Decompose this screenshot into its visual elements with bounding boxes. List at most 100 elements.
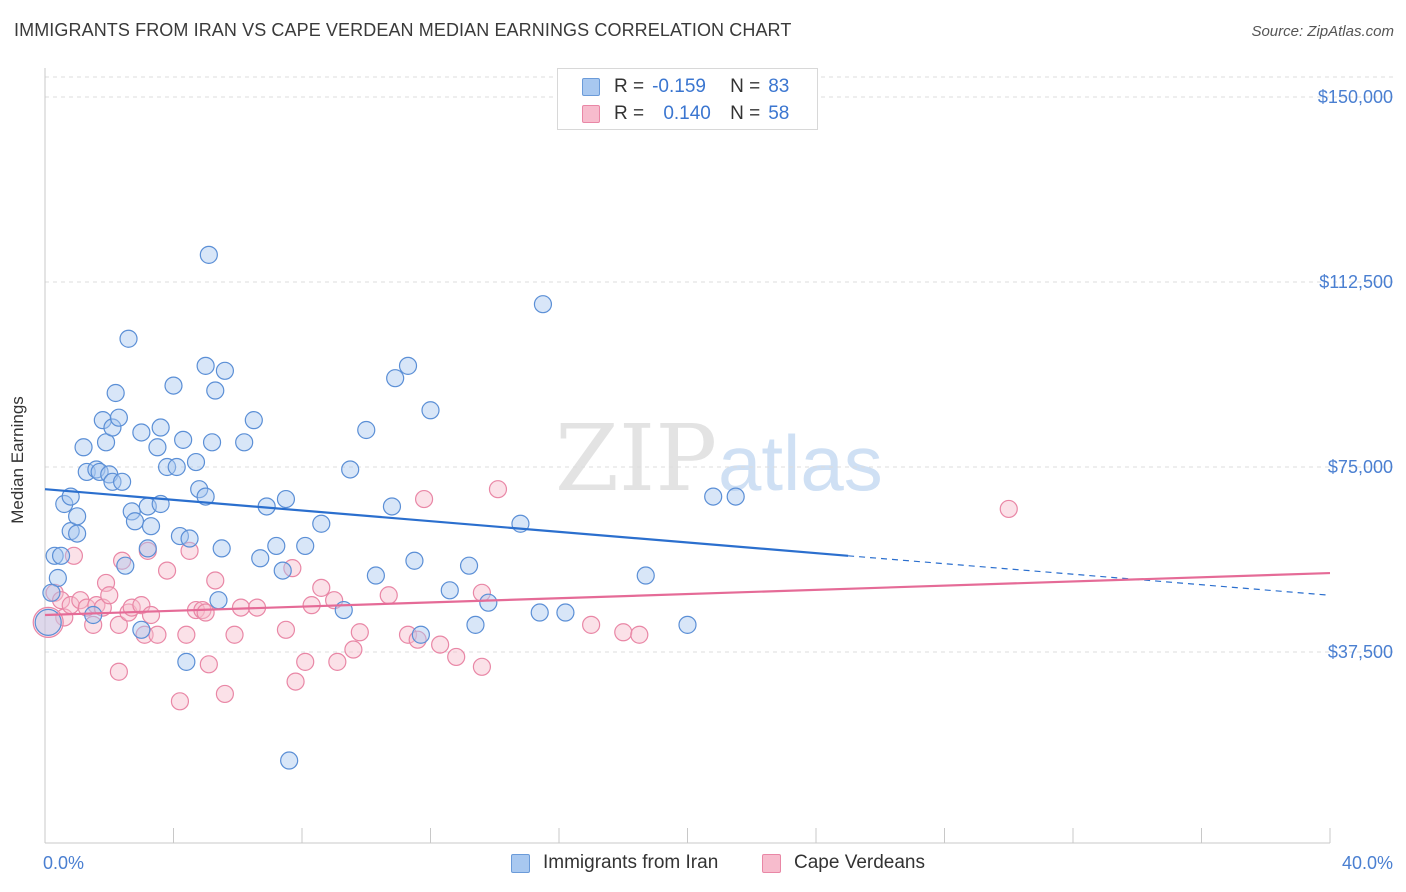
point-iran [382,497,402,516]
point-iran [51,546,71,565]
point-cape-verdeans [109,615,128,634]
point-cape-verdeans [286,672,305,691]
trend-lines [44,488,1331,617]
chart-title: IMMIGRANTS FROM IRAN VS CAPE VERDEAN MED… [14,20,792,40]
point-iran [45,546,64,565]
point-cape-verdeans [206,571,225,590]
point-cape-verdeans [170,692,190,711]
point-cape-verdeans [350,623,369,642]
legend-n-label: N = [730,76,761,97]
point-iran [251,549,270,568]
point-iran [212,539,231,558]
point-cape-verdeans [630,625,649,644]
point-iran [125,512,145,531]
point-cape-verdeans [180,541,199,560]
point-iran [202,433,222,452]
point-cape-verdeans [488,480,508,499]
point-cape-verdeans [296,652,315,671]
point-cape-verdeans [312,578,331,597]
point-iran [186,452,206,472]
point-cape-verdeans [225,625,244,644]
point-cape-verdeans [64,546,84,565]
legend-swatch-iran [582,78,600,96]
point-iran [636,566,655,585]
point-iran [296,536,315,556]
point-iran [533,295,553,314]
point-iran [244,411,263,430]
point-iran [190,480,209,499]
point-iran [199,245,218,264]
point-iran [167,457,186,477]
point-cape-verdeans [157,561,177,580]
point-iran [103,418,122,437]
series-iran-points [34,245,745,770]
point-iran [132,620,151,639]
series-legend-iran[interactable]: Immigrants from Iran [511,852,718,874]
series-swatch-cape-verdeans [762,853,781,873]
point-cape-verdeans [199,655,218,674]
series-legend: Immigrants from Iran Cape Verdeans [0,852,1406,878]
grid [45,76,1395,653]
point-iran [215,361,234,380]
point-iran [276,489,296,509]
series-cape-verdeans-points [32,480,1018,711]
point-iran [164,376,183,395]
point-iran [119,329,138,348]
point-iran [196,356,215,375]
legend-n-value: 58 [768,103,790,124]
point-cape-verdeans [447,647,466,667]
y-tick-label: $75,000 [1328,457,1393,477]
y-tick-label: $112,500 [1319,272,1393,292]
point-cape-verdeans [148,625,167,644]
point-cape-verdeans [276,620,296,639]
point-iran [109,408,128,427]
point-iran [55,494,74,514]
y-tick-label: $150,000 [1318,87,1393,107]
legend-r-value: -0.159 [652,76,706,97]
point-iran [103,472,122,491]
series-legend-label: Immigrants from Iran [543,852,719,873]
point-iran [68,507,87,526]
point-iran [180,529,199,548]
legend-n-label: N = [730,103,761,124]
point-iran [341,460,360,479]
point-iran [440,581,459,600]
point-iran [421,401,440,420]
watermark-zip: ZIP [555,405,717,512]
point-iran [157,457,177,477]
point-iran [138,539,157,558]
point-cape-verdeans [398,625,418,644]
tick-labels: $37,500 $75,000 $112,500 $150,000 0.0% 40.0% [43,87,1393,873]
point-iran [148,438,167,457]
point-iran [116,556,135,575]
point-iran [141,517,161,536]
point-cape-verdeans [414,489,434,509]
point-iran [209,591,228,610]
point-iran [106,383,125,403]
point-iran [357,420,376,440]
legend-swatch-cape-verdeans [582,105,600,123]
point-iran [174,430,193,449]
series-legend-cape-verdeans[interactable]: Cape Verdeans [762,852,925,874]
point-iran [280,751,299,770]
chart-source: Source: ZipAtlas.com [1251,23,1394,40]
y-tick-label: $37,500 [1328,642,1393,662]
legend-r-label: R = [614,103,645,124]
point-cape-verdeans [472,657,491,676]
point-iran [273,561,292,580]
legend-row-iran: R = -0.159 N = 83 [582,75,789,99]
point-cape-verdeans [135,625,154,644]
point-iran [411,625,430,644]
series-swatch-iran [511,853,530,873]
point-iran [68,524,87,543]
correlation-legend: R = -0.159 N = 83 R = 0.140 N = 58 [557,68,818,130]
x-tick-label-min: 0.0% [43,853,84,873]
point-iran [386,369,405,388]
point-iran [312,514,331,533]
watermark-atlas: atlas [718,419,883,507]
point-cape-verdeans [344,640,363,659]
point-iran [366,566,385,585]
point-cape-verdeans [614,623,633,642]
point-cape-verdeans [408,630,427,649]
trend-line-cape-verdeans [44,571,1331,617]
